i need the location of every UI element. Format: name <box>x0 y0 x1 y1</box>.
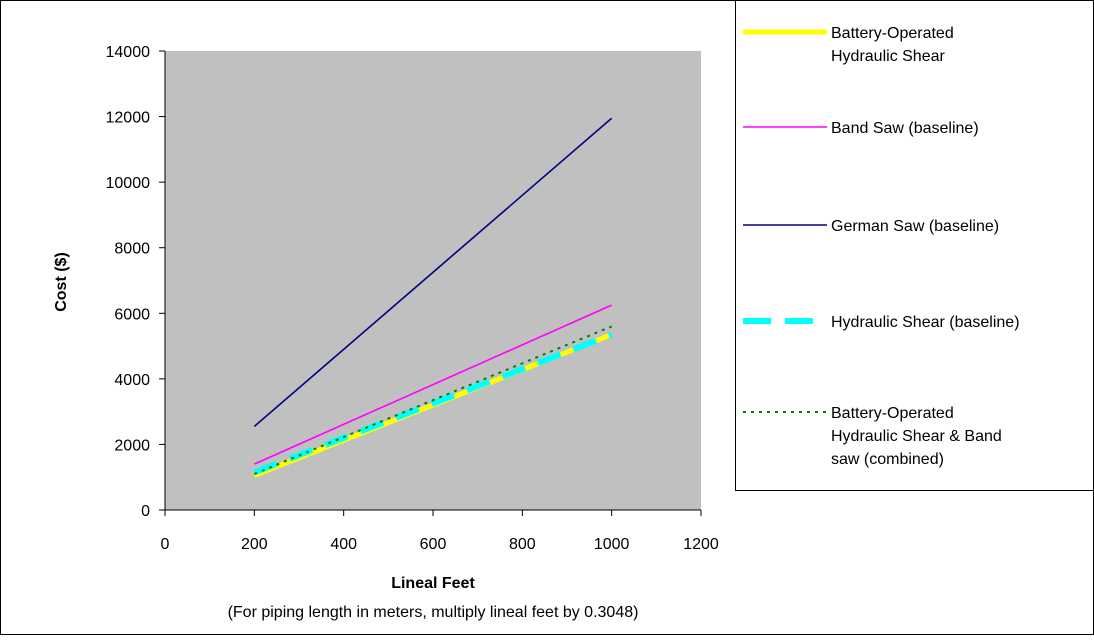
x-tick-label: 1000 <box>594 536 630 553</box>
x-tick-label: 1200 <box>683 536 719 553</box>
legend-label-1: Hydraulic Shear <box>831 48 946 65</box>
y-axis-label: Cost ($) <box>53 252 70 312</box>
axes-layer: 0 2000 4000 6000 8000 10000 12000 14000 0 200 400 6… <box>106 44 719 553</box>
y-tick-label: 14000 <box>106 44 151 61</box>
series-line-4 <box>253 331 613 476</box>
legend: Battery-Operated Hydraulic Shear Band Saw … <box>743 25 1020 468</box>
legend-label-1: Battery-Operated <box>831 25 954 42</box>
plot-area <box>165 51 701 510</box>
x-tick-label: 0 <box>161 536 170 553</box>
series-line-3 <box>253 117 613 428</box>
x-tick-label: 400 <box>330 536 357 553</box>
y-tick-label: 0 <box>141 503 150 520</box>
legend-label-5: saw (combined) <box>831 451 944 468</box>
y-tick-label: 10000 <box>106 175 151 192</box>
legend-label-4: Hydraulic Shear (baseline) <box>831 314 1020 331</box>
legend-label-5: Hydraulic Shear & Band <box>831 428 1002 445</box>
x-axis-note: (For piping length in meters, multiply l… <box>228 604 639 621</box>
legend-box <box>735 0 1094 491</box>
y-tick-label: 4000 <box>114 372 150 389</box>
x-tick-label: 800 <box>509 536 536 553</box>
y-tick-label: 6000 <box>114 306 150 323</box>
series-line-2 <box>254 304 612 465</box>
y-tick-label: 8000 <box>114 241 150 258</box>
series-layer <box>253 117 613 478</box>
legend-label-5: Battery-Operated <box>831 405 954 422</box>
x-tick-label: 600 <box>420 536 447 553</box>
x-axis-label: Lineal Feet <box>391 575 475 592</box>
x-tick-label: 200 <box>241 536 268 553</box>
legend-label-3: German Saw (baseline) <box>831 218 999 235</box>
y-tick-label: 12000 <box>106 110 151 127</box>
series-line-5 <box>253 325 613 475</box>
legend-label-2: Band Saw (baseline) <box>831 120 979 137</box>
y-tick-label: 2000 <box>114 437 150 454</box>
